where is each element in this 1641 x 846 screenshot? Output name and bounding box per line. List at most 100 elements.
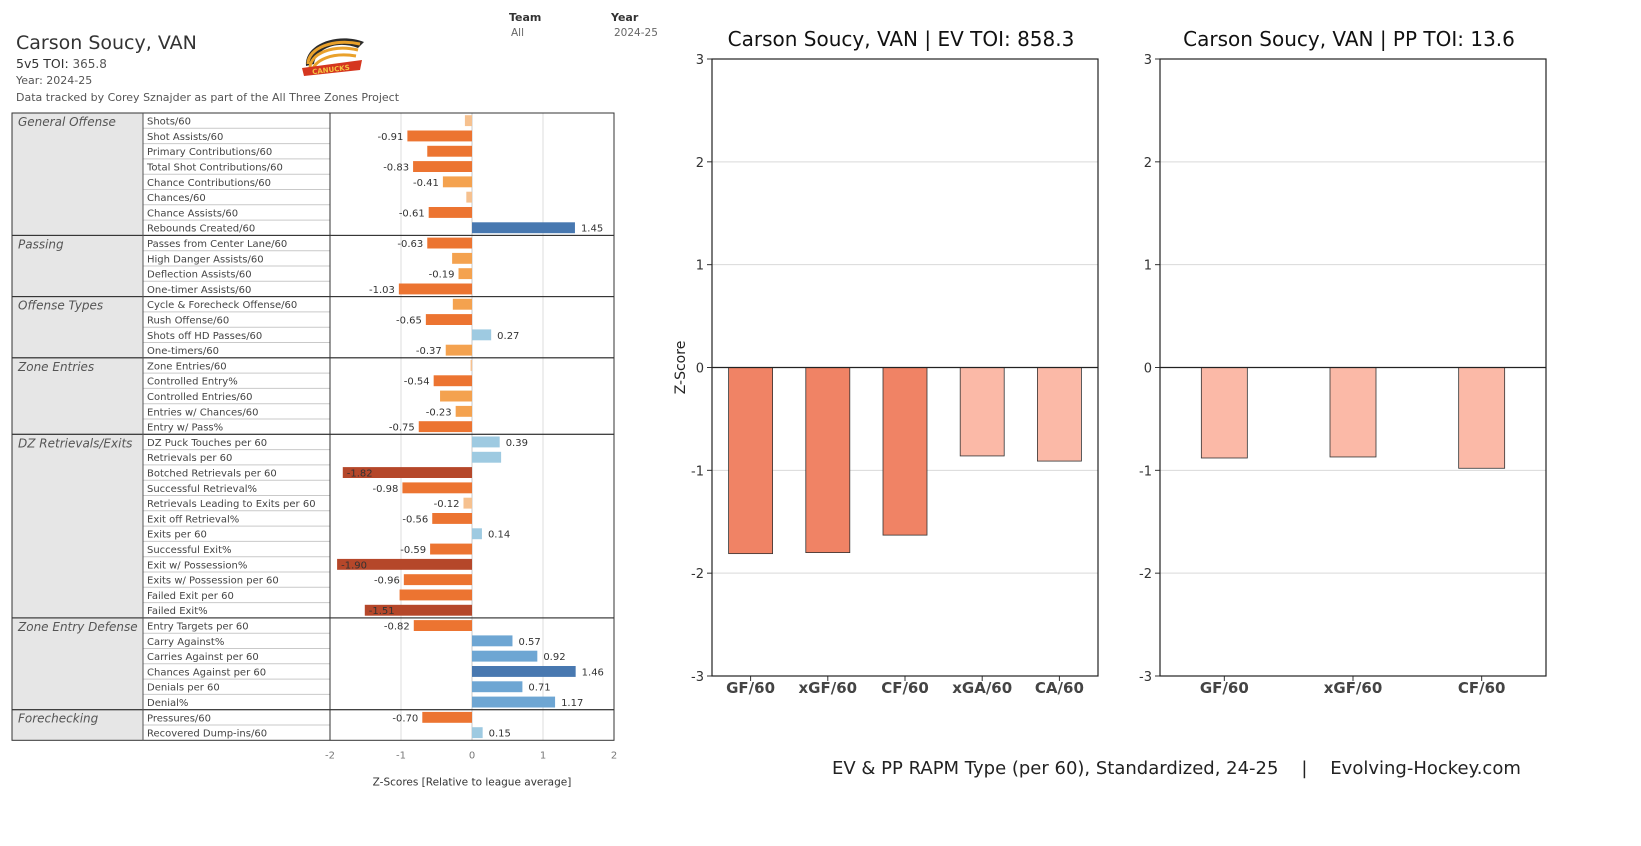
zscore-value-label: -0.59 (400, 545, 426, 556)
zscore-value-label: 1.17 (561, 698, 583, 709)
metric-label: Recovered Dump-ins/60 (147, 729, 267, 740)
metric-label: Retrievals per 60 (147, 453, 232, 464)
metric-label: Primary Contributions/60 (147, 147, 272, 158)
team-filter-value[interactable]: All (511, 27, 525, 39)
zscore-value-label: -0.37 (416, 346, 442, 357)
metric-label: Entry w/ Pass% (147, 423, 223, 434)
metric-label: DZ Puck Touches per 60 (147, 438, 267, 449)
rapm-bar (728, 367, 773, 555)
zscore-bar (452, 298, 472, 310)
z-axis-tick: -2 (325, 750, 335, 761)
rapm-chart-title: Carson Soucy, VAN | PP TOI: 13.6 (1183, 27, 1515, 51)
rapm-category-label: xGA/60 (952, 679, 1012, 697)
zscore-bar (364, 604, 472, 616)
metric-label: Zone Entries/60 (147, 361, 227, 372)
zscore-bar (427, 237, 472, 249)
rapm-ytick-label: -2 (691, 567, 704, 582)
zscore-bar (455, 405, 472, 417)
toi-value: 365.8 (72, 57, 107, 71)
metric-label: Deflection Assists/60 (147, 270, 252, 281)
group-label: Forechecking (18, 712, 99, 726)
zscore-value-label: -1.03 (369, 285, 395, 296)
metric-label: Chance Contributions/60 (147, 178, 271, 189)
metric-label: Carries Against per 60 (147, 652, 259, 663)
zscore-bar (433, 375, 472, 387)
zscore-bar (445, 344, 472, 356)
year-filter-label: Year (611, 11, 639, 24)
zscore-value-label: 0.14 (488, 530, 510, 541)
zscore-bar (418, 421, 472, 433)
metric-label: Entries w/ Chances/60 (147, 407, 258, 418)
rapm-category-label: xGF/60 (799, 679, 858, 697)
rapm-ytick-label: 0 (1144, 362, 1152, 377)
rapm-category-label: CA/60 (1035, 679, 1084, 697)
metric-label: Exit w/ Possession% (147, 560, 247, 571)
metric-label: Botched Retrievals per 60 (147, 469, 277, 480)
zscore-bar (472, 329, 492, 341)
zscore-bar (472, 666, 576, 677)
zscore-bar (428, 207, 472, 218)
zscore-bar (413, 620, 472, 631)
metric-label: Successful Exit% (147, 545, 232, 556)
metric-label: One-timers/60 (147, 346, 219, 357)
metric-label: Chances/60 (147, 193, 206, 204)
zscore-value-label: -0.83 (383, 163, 409, 174)
zscore-value-label: -0.65 (396, 316, 422, 327)
zscore-bar (472, 650, 538, 662)
rapm-bar (882, 367, 928, 536)
z-axis-tick: -1 (396, 750, 406, 761)
year-filter-value[interactable]: 2024-25 (614, 27, 658, 39)
metric-label: Exits w/ Possession per 60 (147, 576, 279, 587)
zscore-value-label: -0.23 (426, 407, 452, 418)
metric-label: Exits per 60 (147, 530, 207, 541)
group-label: Zone Entries (17, 360, 94, 374)
zscore-bar (472, 528, 482, 540)
metric-label: Retrievals Leading to Exits per 60 (147, 499, 316, 510)
metric-label: Entry Targets per 60 (147, 622, 249, 633)
zscore-value-label: -0.75 (389, 423, 415, 434)
group-column-bg (12, 113, 143, 741)
metric-label: One-timer Assists/60 (147, 285, 251, 296)
zscore-bar (472, 451, 502, 463)
rapm-bar (1329, 367, 1377, 458)
metric-label: Controlled Entry% (147, 377, 238, 388)
zscore-value-label: -0.98 (373, 484, 399, 495)
zscore-bar (470, 360, 473, 371)
rapm-panel-frame (1159, 58, 1547, 677)
zscore-bar (337, 558, 472, 570)
toi-line: 5v5 TOI: 365.8 (16, 56, 107, 71)
zscore-bar (407, 130, 472, 142)
rapm-ytick-label: -3 (691, 670, 704, 685)
metric-label: Successful Retrieval% (147, 484, 257, 495)
zscore-bar (402, 482, 472, 494)
zscore-table: General Offense Shots/60 Shot Assists/60 -0… (11, 112, 617, 788)
zscore-value-label: 0.27 (497, 331, 519, 342)
rapm-bar (1200, 367, 1248, 459)
metric-label: Failed Exit per 60 (147, 591, 234, 602)
player-title: Carson Soucy, VAN (16, 32, 197, 54)
metric-label: Carry Against% (147, 637, 224, 648)
zscore-bar (399, 589, 472, 601)
group-label: Offense Types (18, 299, 103, 313)
zscore-value-label: 0.92 (543, 652, 565, 663)
group-border (11, 709, 615, 741)
zscore-value-label: -0.61 (399, 208, 425, 219)
rapm-bar (959, 367, 1005, 457)
rapm-ytick-label: -1 (1139, 464, 1152, 479)
year-line: Year: 2024-25 (16, 74, 93, 87)
rapm-ytick-label: 1 (696, 259, 704, 274)
zscore-bar (458, 268, 472, 280)
zscore-value-label: -0.54 (404, 377, 430, 388)
metric-label: Cycle & Forecheck Offense/60 (147, 300, 297, 311)
zscore-bar (422, 711, 472, 723)
zscore-value-label: -0.70 (392, 713, 418, 724)
zscore-bar (472, 696, 556, 708)
metric-label: Rebounds Created/60 (147, 224, 255, 235)
rapm-bar (1037, 367, 1082, 462)
zscore-bar (413, 161, 472, 172)
toi-label: 5v5 TOI: (16, 56, 69, 71)
z-axis-tick: 2 (611, 750, 617, 761)
zscore-bar (427, 145, 472, 157)
zscore-bar (472, 681, 523, 693)
rapm-footer-caption: EV & PP RAPM Type (per 60), Standardized… (832, 758, 1521, 779)
